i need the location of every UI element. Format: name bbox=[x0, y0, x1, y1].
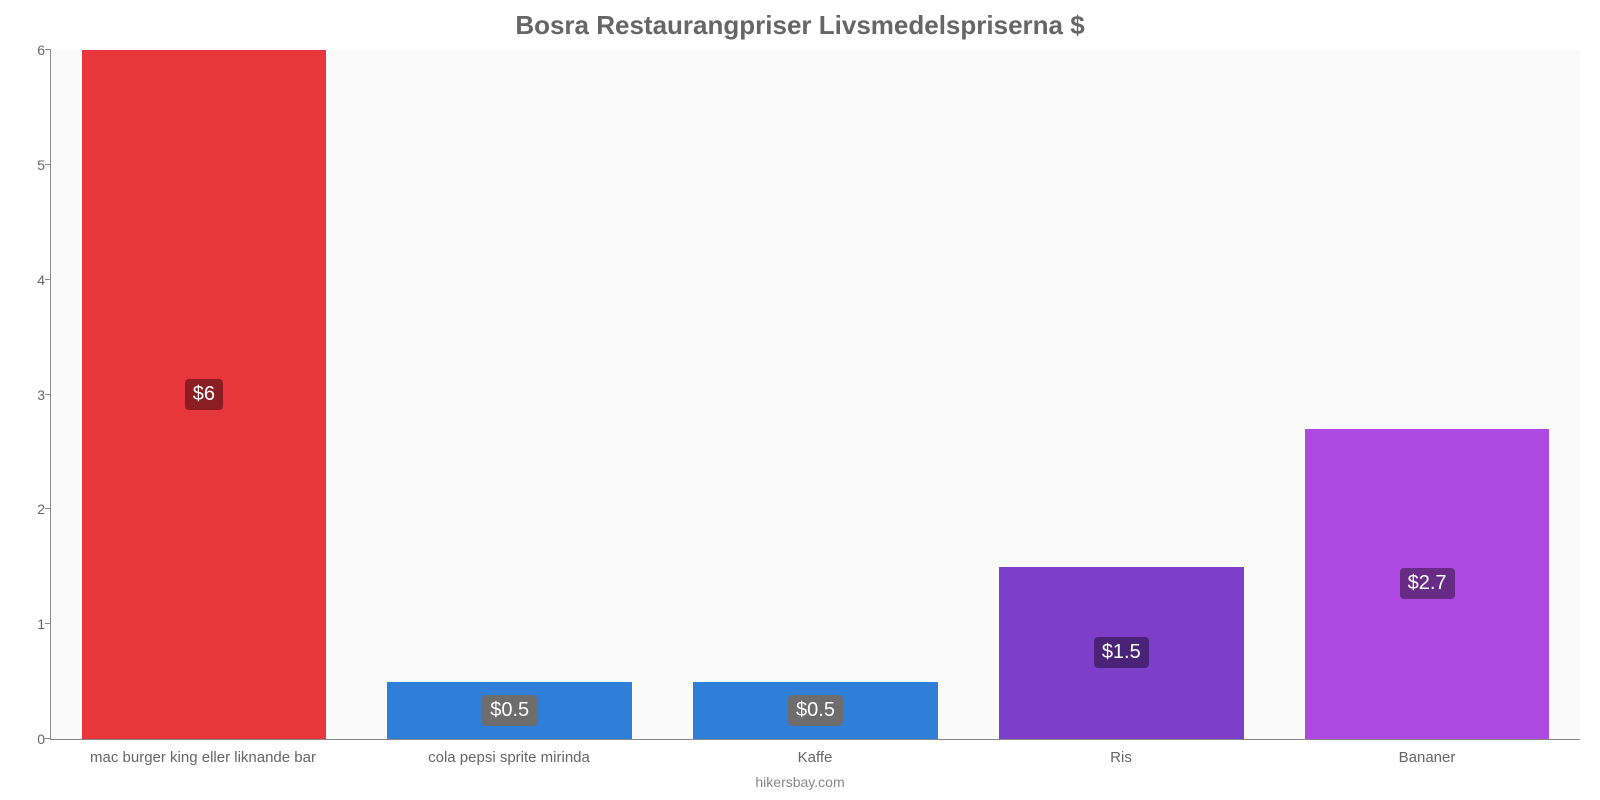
y-tick-label: 1 bbox=[21, 616, 45, 632]
chart-source: hikersbay.com bbox=[0, 774, 1600, 790]
bar-value-label: $0.5 bbox=[788, 695, 843, 726]
bar-value-label: $6 bbox=[185, 379, 223, 410]
x-axis-label: mac burger king eller liknande bar bbox=[50, 749, 356, 766]
bar-slot: $6 bbox=[51, 50, 357, 739]
bar-value-label: $1.5 bbox=[1094, 637, 1149, 668]
x-axis-label: Bananer bbox=[1274, 749, 1580, 766]
y-tick-label: 3 bbox=[21, 387, 45, 403]
bar: $1.5 bbox=[999, 567, 1244, 739]
bar-value-label: $0.5 bbox=[482, 695, 537, 726]
x-axis-label: Kaffe bbox=[662, 749, 968, 766]
bar: $0.5 bbox=[693, 682, 938, 739]
bar-value-label: $2.7 bbox=[1400, 568, 1455, 599]
y-tick-label: 0 bbox=[21, 731, 45, 747]
bar-slot: $0.5 bbox=[357, 50, 663, 739]
bar-slot: $1.5 bbox=[968, 50, 1274, 739]
bars-container: $6 $0.5 $0.5 $1.5 $2.7 bbox=[51, 50, 1580, 739]
chart-title: Bosra Restaurangpriser Livsmedelsprisern… bbox=[20, 0, 1580, 47]
price-bar-chart: Bosra Restaurangpriser Livsmedelsprisern… bbox=[0, 0, 1600, 800]
bar: $0.5 bbox=[387, 682, 632, 739]
y-tick-label: 5 bbox=[21, 157, 45, 173]
x-axis-labels: mac burger king eller liknande barcola p… bbox=[50, 749, 1580, 766]
y-tick-label: 6 bbox=[21, 42, 45, 58]
y-tick-label: 4 bbox=[21, 272, 45, 288]
bar-slot: $0.5 bbox=[663, 50, 969, 739]
bar: $6 bbox=[82, 50, 327, 739]
plot-area: 0123456 $6$0.5$0.5$1.5$2.7 bbox=[50, 50, 1580, 740]
bar: $2.7 bbox=[1305, 429, 1550, 739]
bar-slot: $2.7 bbox=[1274, 50, 1580, 739]
x-axis-label: cola pepsi sprite mirinda bbox=[356, 749, 662, 766]
y-tick-label: 2 bbox=[21, 501, 45, 517]
x-axis-label: Ris bbox=[968, 749, 1274, 766]
